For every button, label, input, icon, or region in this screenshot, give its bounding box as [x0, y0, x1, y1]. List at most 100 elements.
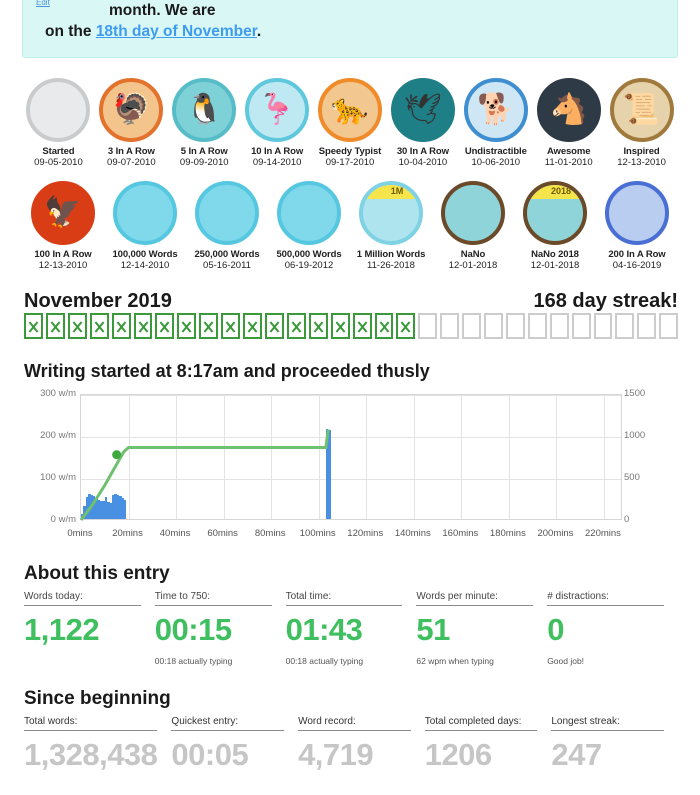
chart-ytick-right: 0 — [624, 514, 630, 525]
badge-date: 05-16-2011 — [203, 260, 251, 271]
badge[interactable]: 2018 NaNo 2018 12-01-2018 — [514, 181, 596, 272]
badge[interactable]: 🐧 5 In A Row 09-09-2010 — [168, 78, 241, 169]
badge-name: Inspired — [623, 146, 660, 157]
million-words-badge-icon: 1M — [359, 181, 423, 245]
day-box-empty[interactable] — [659, 313, 679, 339]
stat-sublabel: 00:18 actually typing — [154, 656, 233, 666]
chart-gridline-v — [508, 395, 510, 519]
badge[interactable]: 🐆 Speedy Typist 09-17-2010 — [314, 78, 387, 169]
badge[interactable]: 🦅 100 In A Row 12-13-2010 — [22, 181, 104, 272]
day-box-empty[interactable] — [527, 313, 547, 339]
badge[interactable]: NaNo 12-01-2018 — [432, 181, 514, 272]
badge[interactable]: 🕊 30 In A Row 10-04-2010 — [386, 78, 459, 169]
day-box-completed[interactable] — [155, 313, 175, 339]
stat-block: Time to 750: 00:15 00:18 actually typing — [154, 591, 286, 666]
day-box-completed[interactable] — [243, 313, 262, 339]
stat-sublabel: 62 wpm when typing — [416, 656, 494, 666]
chart-ytick-right: 1000 — [624, 430, 646, 441]
badge-name: Speedy Typist — [318, 146, 382, 157]
day-of-month-link[interactable]: 18th day of November — [95, 23, 257, 40]
chart-gridline-v — [603, 395, 605, 519]
day-box-completed[interactable] — [264, 313, 284, 339]
summary-banner: Karilen Mays has written 17,803 words an… — [22, 0, 678, 58]
stat-block: Longest streak: 247 — [551, 716, 678, 772]
badge-date: 11-01-2010 — [544, 157, 593, 168]
day-box-empty[interactable] — [440, 313, 460, 339]
day-box-empty[interactable] — [418, 313, 438, 339]
stat-block: Total time: 01:43 00:18 actually typing — [285, 591, 417, 666]
day-box-completed[interactable] — [199, 313, 219, 339]
day-box-completed[interactable] — [111, 313, 131, 339]
badge[interactable]: 1M 1 Million Words 11-26-2018 — [350, 181, 432, 272]
day-box-completed[interactable] — [308, 313, 328, 339]
day-box-empty[interactable] — [615, 313, 635, 339]
day-box-completed[interactable] — [89, 313, 109, 339]
day-box-empty[interactable] — [593, 313, 613, 339]
chart-xtick: 120mins — [347, 528, 384, 539]
badge[interactable]: 🐴 Awesome 11-01-2010 — [532, 78, 605, 169]
badge-name: Awesome — [546, 146, 591, 157]
chart-marker — [112, 450, 122, 460]
day-box-completed[interactable] — [221, 313, 241, 339]
chart-gridline-v — [556, 395, 558, 519]
edit-link[interactable]: Edit — [36, 0, 50, 7]
day-box-empty[interactable] — [484, 313, 503, 339]
chart-bar — [328, 429, 331, 519]
about-stats: Words today: 1,122 Time to 750: 00:15 00:18 … — [24, 591, 678, 666]
badge-date: 06-19-2012 — [284, 260, 334, 271]
day-box-completed[interactable] — [330, 313, 350, 339]
day-box-empty[interactable] — [549, 313, 569, 339]
day-box-completed[interactable] — [177, 313, 197, 339]
day-box-completed[interactable] — [67, 313, 87, 339]
badge-date: 09-05-2010 — [34, 157, 83, 168]
stat-value: 1,122 — [24, 612, 100, 647]
day-box-empty[interactable] — [637, 313, 657, 339]
badge-date: 09-07-2010 — [107, 157, 156, 168]
stat-label: Time to 750: — [154, 591, 272, 606]
badge[interactable]: 250,000 Words 05-16-2011 — [186, 181, 268, 272]
chart-ytick-right: 1500 — [624, 388, 646, 399]
day-box-completed[interactable] — [286, 313, 306, 339]
badge-date: 09-17-2010 — [325, 157, 375, 168]
chart-bar — [97, 499, 101, 519]
day-box-empty[interactable] — [571, 313, 591, 339]
chart-ytick-right: 500 — [624, 472, 640, 483]
badge[interactable]: 🦩 10 In A Row 09-14-2010 — [241, 78, 314, 169]
badge-date: 04-16-2019 — [612, 260, 662, 271]
typewriter-badge-icon — [441, 181, 505, 245]
day-box-completed[interactable] — [133, 313, 153, 339]
stat-value: 4,719 — [298, 737, 374, 772]
badge[interactable]: 📜 Inspired 12-13-2010 — [605, 78, 678, 169]
day-box-empty[interactable] — [462, 313, 482, 339]
day-box-empty[interactable] — [505, 313, 525, 339]
text-line2-prefix: on the — [45, 23, 92, 40]
badge[interactable]: 500,000 Words 06-19-2012 — [268, 181, 350, 272]
chart-ytick-left: 0 w/m — [50, 514, 76, 525]
badge-row-1: Started 09-05-2010 🦃 3 In A Row 09-07-2010 🐧 5… — [22, 78, 678, 169]
chart-gridline-h — [81, 395, 621, 396]
since-beginning-section: Since beginning Total words: 1,328,438 Qui… — [24, 688, 680, 772]
stat-block: Total words: 1,328,438 — [24, 716, 171, 772]
stat-block: Words today: 1,122 — [24, 591, 155, 666]
day-box-completed[interactable] — [45, 313, 65, 339]
day-box-completed[interactable] — [396, 313, 416, 339]
badge[interactable]: 200 In A Row 04-16-2019 — [596, 181, 678, 272]
day-box-completed[interactable] — [24, 313, 43, 339]
chart-xtick: 200mins — [537, 528, 574, 539]
chart-bar — [107, 502, 110, 519]
badge-name: 200 In A Row — [608, 249, 666, 260]
badge[interactable]: 100,000 Words 12-14-2010 — [104, 181, 186, 272]
day-box-completed[interactable] — [374, 313, 394, 339]
badge-name: 5 In A Row — [180, 146, 228, 157]
badge-date: 11-26-2018 — [367, 260, 415, 271]
badge[interactable]: 🦃 3 In A Row 09-07-2010 — [95, 78, 168, 169]
stat-value: 00:15 — [154, 612, 232, 647]
day-box-completed[interactable] — [352, 313, 372, 339]
chart-bar — [102, 501, 105, 519]
summary-text: Karilen Mays has written 17,803 words an… — [45, 0, 689, 42]
chart-ytick-left: 200 w/m — [40, 430, 76, 441]
badges-section: Started 09-05-2010 🦃 3 In A Row 09-07-2010 🐧 5… — [22, 78, 682, 272]
chart-bar — [109, 503, 112, 519]
badge[interactable]: Started 09-05-2010 — [22, 78, 95, 169]
badge[interactable]: 🐕 Undistractible 10-06-2010 — [459, 78, 532, 169]
